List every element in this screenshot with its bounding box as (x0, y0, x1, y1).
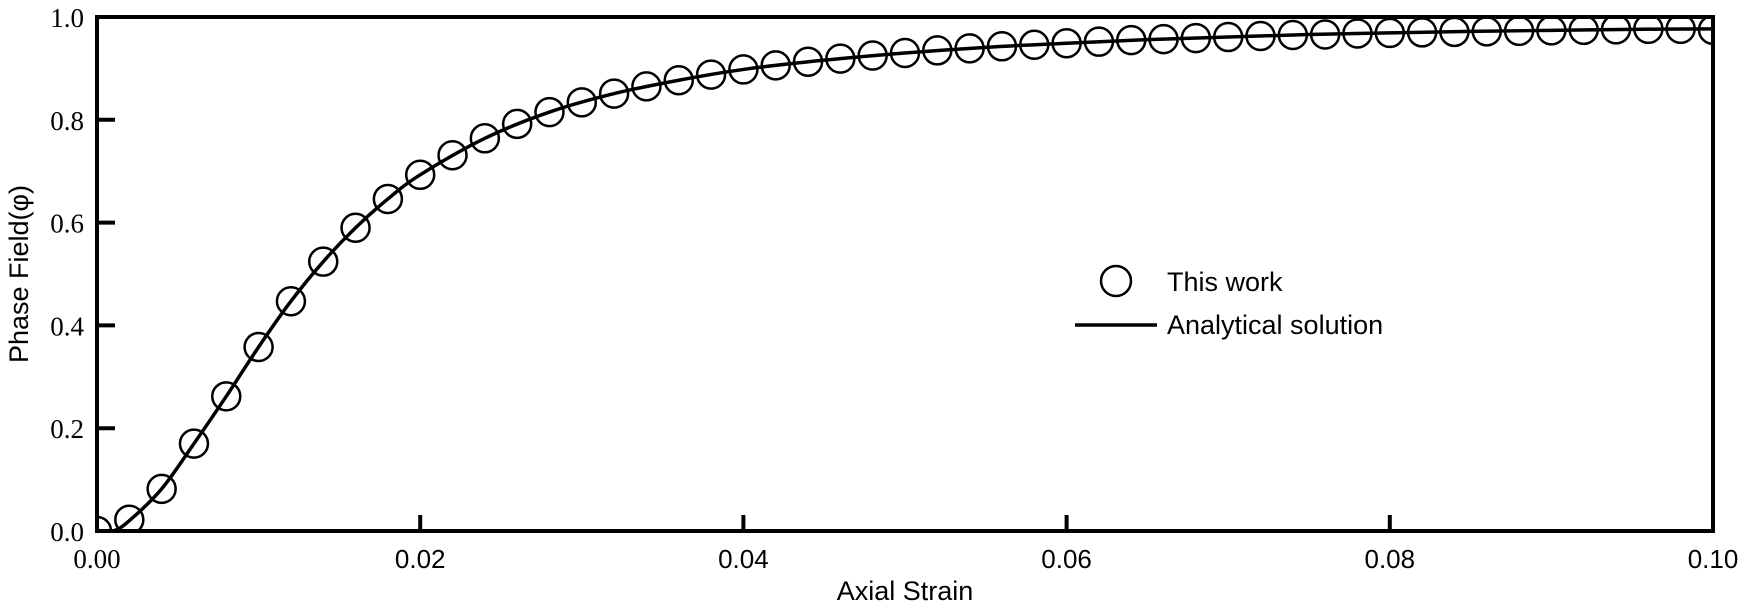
data-point-marker (954, 33, 985, 64)
y-tick-label: 1.0 (50, 3, 84, 33)
data-point-marker (340, 212, 371, 243)
legend-label-analytical-solution: Analytical solution (1167, 310, 1383, 340)
data-point-marker (889, 37, 921, 69)
data-point-marker (922, 35, 953, 66)
data-point-marker (1568, 17, 1599, 46)
data-point-marker (404, 159, 436, 191)
this-work-markers (97, 17, 1713, 531)
data-point-marker (275, 285, 307, 317)
data-point-marker (760, 50, 791, 81)
data-point-marker (1148, 23, 1179, 55)
data-point-marker (1600, 17, 1632, 45)
data-point-marker (534, 96, 565, 128)
data-point-marker (178, 428, 210, 459)
data-point-marker (146, 473, 177, 505)
x-tick-label: 0.08 (1364, 544, 1415, 574)
data-point-marker (1536, 17, 1567, 46)
data-point-marker (1697, 17, 1713, 46)
x-tick-label: 0.06 (1041, 544, 1092, 574)
data-point-marker (1051, 27, 1082, 59)
data-point-marker (469, 123, 501, 154)
data-point-marker (1212, 21, 1244, 53)
data-point-marker (825, 43, 856, 74)
analytical-solution-line (97, 27, 1713, 531)
data-point-marker (1115, 24, 1147, 56)
legend: This work Analytical solution (1075, 264, 1383, 340)
data-point-marker (631, 71, 662, 102)
data-point-marker (211, 381, 242, 412)
data-point-marker (792, 46, 824, 77)
data-point-marker (986, 31, 1018, 62)
y-tick-label: 0.2 (50, 414, 84, 444)
y-tick-label: 0.8 (50, 106, 84, 136)
data-point-marker (372, 183, 404, 215)
x-axis-title: Axial Strain (837, 576, 974, 606)
data-point-marker (1633, 17, 1664, 45)
data-point-marker (437, 140, 468, 171)
plot-frame (95, 15, 1715, 533)
x-tick-label: 0.04 (718, 544, 769, 574)
x-axis: 0.00 0.02 0.04 0.06 0.08 0.10 (73, 515, 1738, 574)
data-point-marker (566, 87, 598, 118)
data-point-marker (1665, 17, 1696, 45)
y-tick-label: 0.4 (50, 311, 84, 341)
x-tick-label: 0.10 (1688, 544, 1739, 574)
data-point-marker (663, 64, 695, 96)
data-point-marker (1309, 19, 1341, 50)
y-axis-title: Phase Field(φ) (4, 185, 34, 363)
data-point-marker (1019, 29, 1050, 61)
data-point-marker (1083, 26, 1115, 57)
data-point-marker (728, 54, 759, 85)
data-point-marker (1503, 17, 1535, 47)
x-tick-label: 0.00 (73, 544, 120, 574)
y-tick-label: 0.6 (50, 209, 84, 239)
data-point-marker (114, 504, 145, 531)
data-point-marker (1245, 20, 1276, 52)
y-axis: 0.0 0.2 0.4 0.6 0.8 1.0 (50, 3, 115, 547)
data-point-marker (307, 246, 339, 277)
x-tick-label: 0.02 (395, 544, 446, 574)
data-point-marker (695, 59, 727, 90)
data-point-marker (857, 40, 888, 71)
data-point-marker (243, 331, 274, 363)
data-point-marker (1180, 22, 1212, 54)
data-point-marker (501, 108, 533, 140)
data-point-marker (1277, 19, 1309, 51)
plot-area (97, 17, 1713, 531)
y-tick-label: 0.0 (50, 517, 84, 547)
legend-circle-marker-icon (1099, 264, 1133, 298)
data-point-marker (1342, 18, 1373, 49)
data-point-marker (598, 78, 630, 109)
legend-label-this-work: This work (1167, 267, 1283, 297)
